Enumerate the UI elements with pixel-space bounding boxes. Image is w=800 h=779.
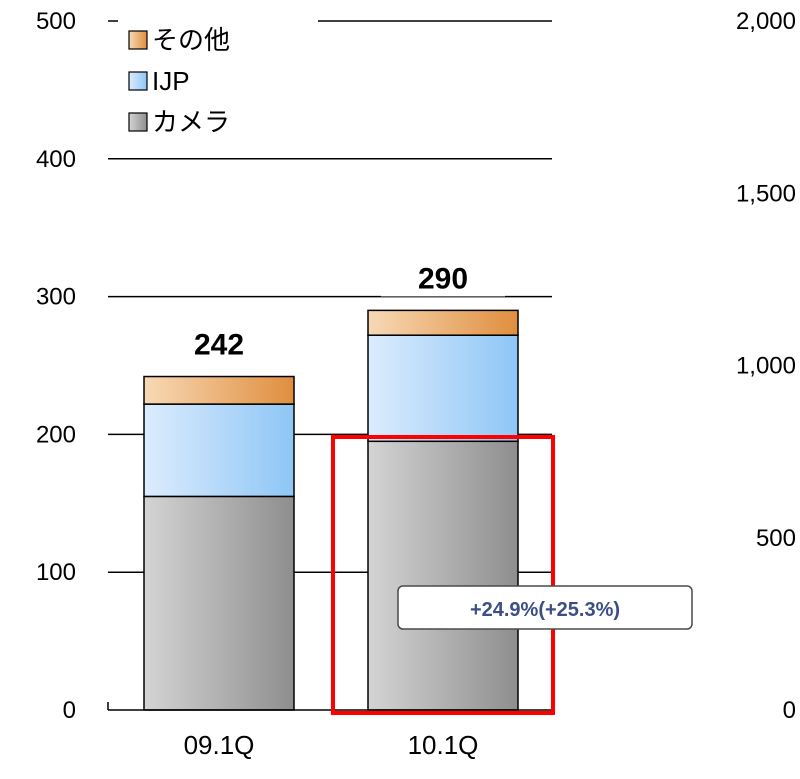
bar-segment-1-1 (367, 334, 519, 443)
x-tick-label: 10.1Q (408, 730, 479, 760)
y2-tick-label: 1,000 (736, 353, 796, 380)
legend-label: IJP (152, 66, 190, 96)
x-tick-label: 09.1Q (184, 730, 255, 760)
y-axis-right: 0 500 1,000 1,500 2,000 (736, 8, 796, 724)
bar-segment-0-1 (143, 403, 295, 498)
bar-total-label: 290 (418, 262, 468, 295)
total-label-bg (157, 320, 281, 363)
bar-totals: 242 290 (157, 254, 505, 363)
y2-tick-label: 1,500 (736, 180, 796, 207)
y-tick-label: 0 (63, 697, 76, 724)
x-axis: 09.1Q 10.1Q (108, 709, 552, 760)
y-tick-label: 300 (36, 284, 76, 311)
legend-swatch (128, 71, 148, 91)
legend-label: カメラ (152, 107, 230, 137)
legend-label: その他 (152, 25, 230, 55)
bar-segment-0-0 (143, 495, 295, 711)
legend-background (118, 14, 318, 144)
annotation-callout: +24.9%(+25.3%) (397, 585, 693, 630)
annotation-text: +24.9%(+25.3%) (470, 599, 620, 621)
y2-tick-label: 500 (756, 525, 796, 552)
y-axis-left: 0 100 200 300 400 500 (36, 8, 109, 724)
highlight-box (331, 435, 555, 715)
bars (143, 309, 519, 711)
y-tick-label: 200 (36, 421, 76, 448)
y2-tick-label: 2,000 (736, 8, 796, 35)
y-tick-label: 100 (36, 559, 76, 586)
bar-segment-1-0 (367, 440, 519, 711)
bar-segment-0-2 (143, 375, 295, 405)
legend-swatch (128, 30, 148, 50)
bar-segment-1-2 (367, 309, 519, 336)
y-tick-label: 500 (36, 8, 76, 35)
y2-tick-label: 0 (783, 697, 796, 724)
legend-swatch (128, 112, 148, 132)
y-tick-label: 400 (36, 146, 76, 173)
total-label-bg (381, 254, 505, 297)
bar-total-label: 242 (194, 329, 244, 362)
legend: その他 IJP カメラ (118, 14, 318, 144)
annotation-box (397, 585, 693, 630)
